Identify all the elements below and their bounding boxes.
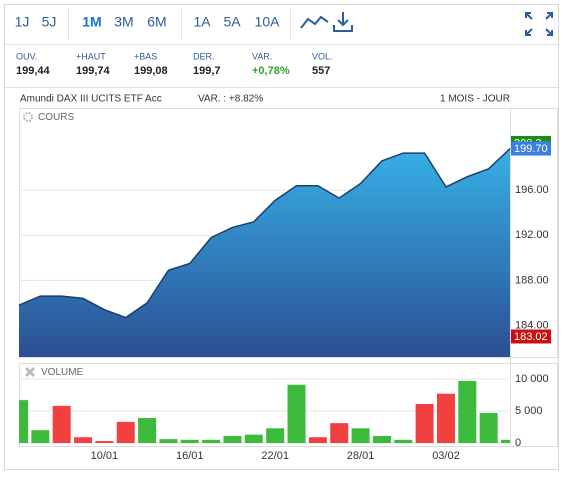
volume-bar <box>138 418 157 443</box>
volume-bar <box>287 384 306 443</box>
stat-label: DER. <box>193 51 215 61</box>
fullscreen-icon[interactable] <box>525 12 553 36</box>
price-area <box>19 148 510 357</box>
panel-title: VOLUME <box>41 367 84 378</box>
volume-bar <box>458 380 477 443</box>
y-tick-label: 196.00 <box>515 184 549 196</box>
volume-bar <box>479 412 498 443</box>
stat-label: VAR. <box>252 51 272 61</box>
volume-bar <box>116 421 135 443</box>
y-tick-label: 192.00 <box>515 229 549 241</box>
volume-bar <box>159 439 178 443</box>
y-tick-label: 188.00 <box>515 274 549 286</box>
volume-bar <box>394 439 413 443</box>
period-button[interactable]: 3M <box>114 14 133 30</box>
stat-value: +0,78% <box>252 65 290 77</box>
volume-bar <box>52 405 71 443</box>
volume-bars <box>19 380 510 443</box>
volume-bar <box>351 428 370 443</box>
x-tick-label: 22/01 <box>261 450 289 462</box>
period-button[interactable]: 1A <box>193 14 211 30</box>
price-line <box>18 148 511 319</box>
stat-label: +BAS <box>134 51 157 61</box>
price-panel <box>19 108 558 358</box>
period-button[interactable]: 5A <box>223 14 241 30</box>
price-marker <box>511 141 551 156</box>
volume-bar <box>266 428 285 443</box>
x-tick-label: 16/01 <box>176 450 204 462</box>
volume-bar <box>330 423 349 443</box>
download-icon[interactable] <box>333 12 353 32</box>
stat-value: 199,74 <box>76 65 111 77</box>
price-marker <box>511 329 551 344</box>
y-tick-label: 184.00 <box>515 319 549 331</box>
gear-icon <box>23 112 33 122</box>
period-button[interactable]: 10A <box>255 14 281 30</box>
stat-value: 199,08 <box>134 65 168 77</box>
volume-bar <box>436 393 455 443</box>
price-marker-label: 183.02 <box>514 331 548 343</box>
stat-value: 199,44 <box>16 65 51 77</box>
volume-bar <box>415 403 434 443</box>
volume-bar <box>74 437 93 443</box>
chart-type-icon[interactable] <box>300 15 329 29</box>
stat-label: VOL. <box>312 51 333 61</box>
x-tick-label: 28/01 <box>347 450 375 462</box>
period-label: 1 MOIS - JOUR <box>440 94 510 105</box>
y-tick-label: 10 000 <box>515 373 549 385</box>
period-variation: VAR. : +8.82% <box>198 94 263 105</box>
period-button[interactable]: 5J <box>42 14 57 30</box>
volume-bar <box>372 435 391 443</box>
volume-bar <box>244 434 263 443</box>
volume-bar <box>31 430 50 443</box>
close-icon <box>24 366 36 378</box>
stat-label: +HAUT <box>76 51 106 61</box>
y-tick-label: 5 000 <box>515 405 543 417</box>
stat-value: 557 <box>312 65 330 77</box>
instrument-name: Amundi DAX III UCITS ETF Acc <box>20 94 162 105</box>
x-tick-label: 10/01 <box>91 450 119 462</box>
stat-value: 199,7 <box>193 65 221 77</box>
volume-bar <box>19 400 28 443</box>
price-marker-label: 199.70 <box>514 143 548 155</box>
x-tick-label: 03/02 <box>432 450 460 462</box>
volume-bar <box>223 435 242 443</box>
volume-bar <box>95 441 114 443</box>
volume-bar <box>180 439 199 443</box>
panel-title: COURS <box>38 112 74 123</box>
volume-bar <box>308 437 327 443</box>
stat-label: OUV. <box>16 51 37 61</box>
volume-bar <box>501 439 510 443</box>
period-button[interactable]: 1J <box>15 14 30 30</box>
volume-bar <box>202 439 221 443</box>
period-button[interactable]: 1M <box>82 14 101 30</box>
period-button[interactable]: 6M <box>147 14 166 30</box>
y-tick-label: 0 <box>515 437 521 449</box>
